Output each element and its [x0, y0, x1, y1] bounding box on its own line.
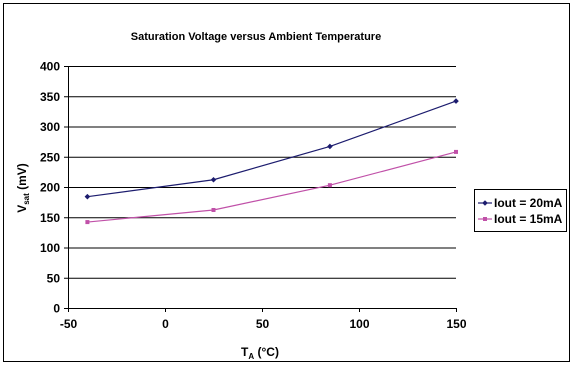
series-2-point: [454, 149, 458, 154]
y-tick-label: 200: [40, 181, 60, 195]
legend-box: [474, 189, 567, 232]
y-tick-label: 400: [40, 60, 60, 74]
x-axis-label: TA (°C): [241, 345, 279, 361]
series-1-point: [327, 143, 333, 150]
chart-area-border: [3, 3, 570, 362]
chart-title: Saturation Voltage versus Ambient Temper…: [131, 31, 381, 43]
series-layer: [84, 98, 459, 225]
series-2-line: [87, 151, 457, 223]
series-2-point: [327, 183, 332, 188]
axes: [64, 66, 457, 312]
legend-label: Iout = 15mA: [494, 212, 563, 226]
y-tick-label: 300: [40, 120, 60, 134]
legend-item: Iout = 20mA: [478, 196, 563, 210]
series-2: [85, 149, 458, 225]
series-1: [84, 98, 459, 200]
y-tick-label: 250: [40, 150, 60, 164]
y-tick-label: 150: [40, 211, 60, 225]
series-1-point: [453, 98, 459, 104]
series-2-point: [211, 207, 216, 212]
y-tick-label: 0: [53, 302, 60, 316]
y-tick-label: 350: [40, 90, 60, 104]
x-tick-label: 100: [349, 317, 369, 331]
x-tick-label: 0: [162, 317, 169, 331]
legend: Iout = 20mA Iout = 15mA: [474, 189, 567, 232]
series-1-point: [84, 193, 91, 200]
x-tick-label: 150: [446, 317, 466, 331]
series-1-point: [210, 176, 217, 183]
y-tick-label: 100: [40, 241, 60, 255]
legend-swatch-marker: [483, 217, 487, 221]
series-2-point: [85, 220, 90, 225]
legend-item: Iout = 15mA: [478, 212, 563, 226]
y-tick-label: 50: [47, 271, 61, 285]
x-tick-label: 50: [256, 317, 270, 331]
legend-swatch-marker: [482, 200, 488, 206]
series-1-line: [87, 100, 457, 198]
y-axis-label: Vsat (mV): [15, 163, 31, 213]
legend-label: Iout = 20mA: [494, 196, 563, 210]
x-tick-label: -50: [60, 317, 78, 331]
